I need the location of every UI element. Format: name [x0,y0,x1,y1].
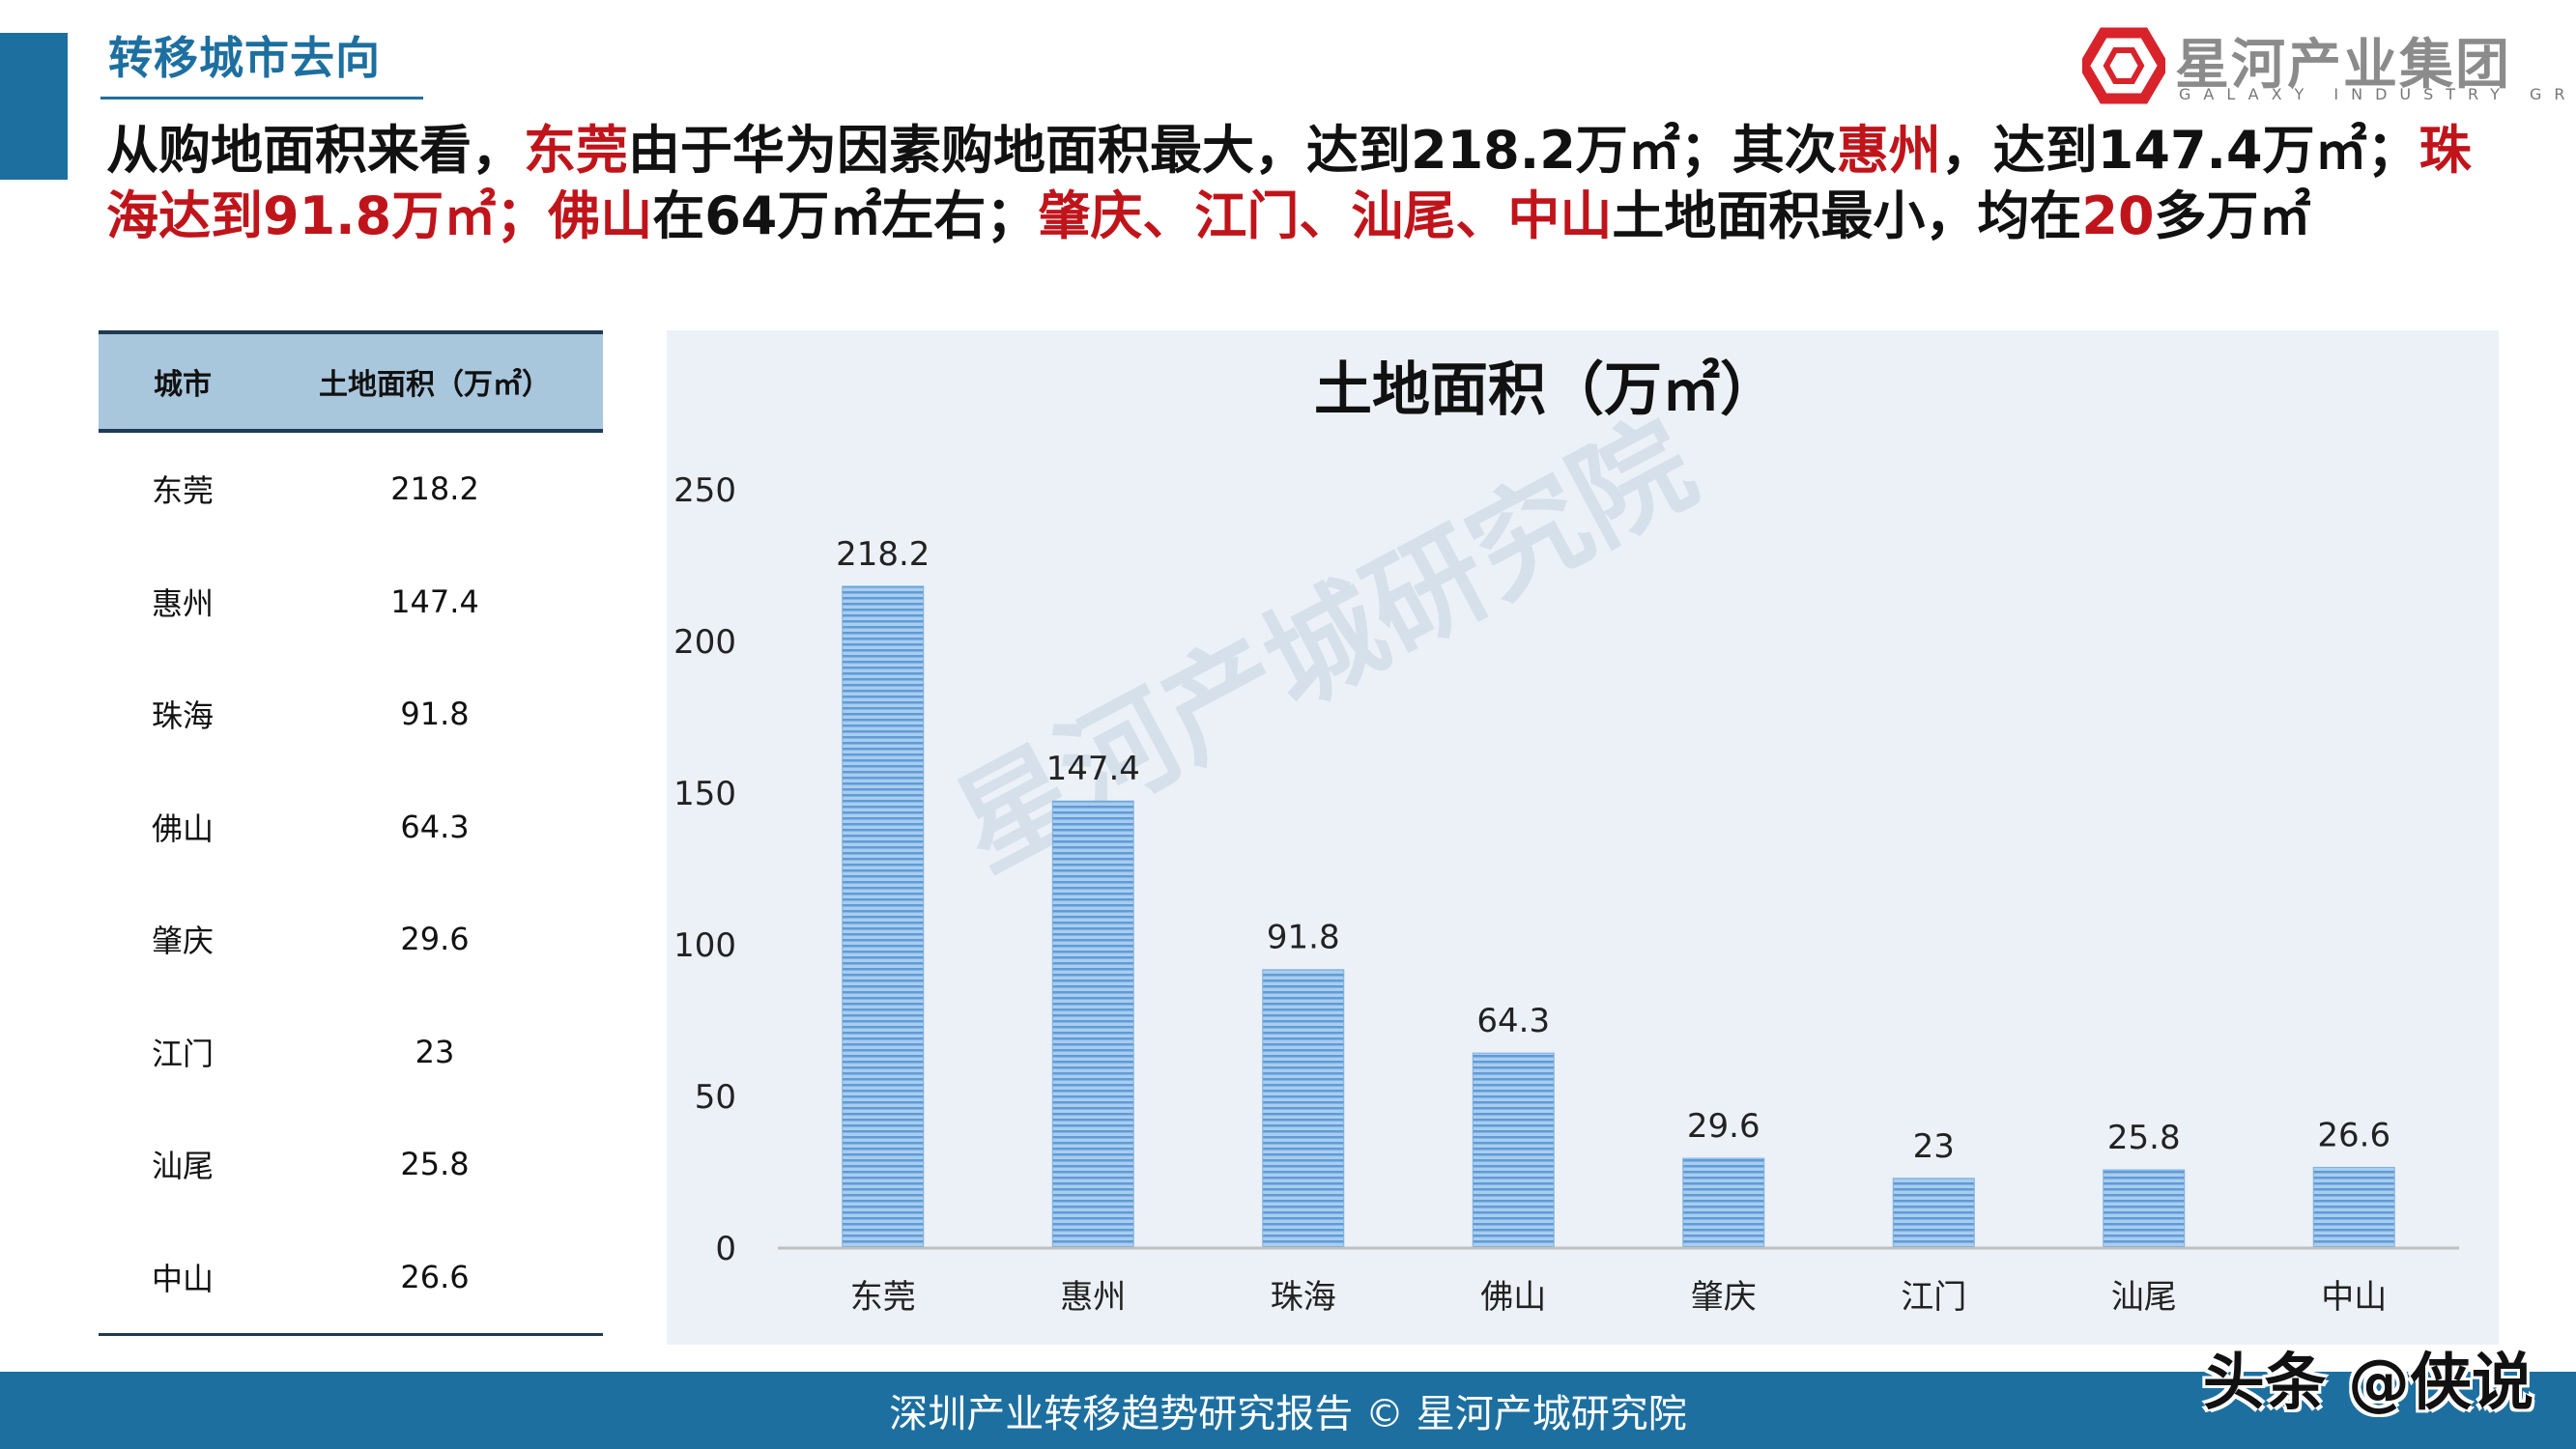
table-row: 肇庆 29.6 [99,883,603,996]
bar [2312,1166,2395,1249]
bar [1051,800,1134,1249]
table-bottom-rule [99,1333,603,1336]
table-cell-area: 147.4 [390,582,479,620]
headline-highlight: 肇庆、江门、汕尾、中山 [1038,185,1613,246]
title-underline [100,97,423,99]
y-tick-label: 200 [673,623,736,662]
table-cell-area: 25.8 [400,1146,470,1183]
bar [2103,1169,2186,1249]
bar-chart-panel: 星河产城研究院 土地面积（万㎡） 0 50 100 150 200 250 218.2 14… [667,330,2499,1345]
y-tick-label: 50 [695,1078,736,1117]
table-cell-city: 汕尾 [151,1148,214,1185]
x-tick-label: 惠州 [1060,1278,1126,1317]
x-tick-label: 珠海 [1271,1278,1336,1317]
table-cell-area: 218.2 [390,470,479,508]
x-tick-label: 东莞 [850,1278,916,1317]
data-label: 26.6 [2317,1116,2390,1154]
table-row: 惠州 147.4 [99,546,603,659]
table-cell-city: 佛山 [151,810,214,847]
chart-title: 土地面积（万㎡） [1314,356,1778,424]
bar [1682,1157,1765,1249]
y-axis: 0 50 100 150 200 250 [673,471,736,1268]
headline-text: 土地面积最小，均在 [1612,185,2082,246]
headline-text: 多万㎡ [2154,185,2311,246]
bar [1892,1178,1975,1249]
headline-highlight: 佛山 [548,185,653,246]
table-cell-city: 东莞 [151,472,214,510]
table-row: 佛山 64.3 [99,771,603,884]
table-cell-city: 肇庆 [151,923,214,960]
table-header-row: 城市 土地面积（万㎡） [99,330,603,433]
headline-text: ，达到147.4万㎡； [1940,120,2419,181]
y-tick-label: 100 [673,926,736,965]
table-row: 珠海 91.8 [99,658,603,771]
table-row: 江门 23 [99,996,603,1109]
data-label: 218.2 [836,535,930,574]
x-tick-label: 中山 [2321,1278,2387,1317]
table-header-city: 城市 [154,368,212,402]
table-cell-area: 26.6 [400,1258,470,1295]
table-header-area: 土地面积（万㎡） [319,368,551,402]
table-cell-area: 91.8 [400,696,470,733]
data-label: 64.3 [1476,1002,1550,1040]
y-tick-label: 250 [673,471,736,510]
footer-text: 深圳产业转移趋势研究报告 © 星河产城研究院 [889,1392,1687,1436]
logo-name-cn: 星河产业集团 [2175,34,2511,97]
data-label: 29.6 [1687,1107,1760,1146]
table-cell-area: 64.3 [400,808,470,845]
bar [842,585,925,1249]
headline-text: 由于华为因素购地面积最大，达到218.2万㎡；其次 [628,120,1837,181]
headline-text: 在64万㎡左右； [652,185,1039,246]
hexagon-logo-icon [2082,27,2165,104]
table-row: 汕尾 25.8 [99,1108,603,1221]
x-tick-label: 肇庆 [1691,1278,1757,1317]
bar [1262,969,1345,1249]
footer-bar: 深圳产业转移趋势研究报告 © 星河产城研究院 [0,1372,2576,1449]
x-tick-label: 江门 [1901,1278,1966,1317]
table-cell-area: 29.6 [400,921,470,958]
section-title: 转移城市去向 [108,32,381,84]
table-cell-city: 中山 [151,1260,214,1297]
bars-group: 218.2 147.4 91.8 64.3 29.6 23 25.8 26.6 [836,535,2395,1249]
headline-summary: 从购地面积来看，东莞由于华为因素购地面积最大，达到218.2万㎡；其次惠州，达到… [106,118,2483,249]
x-tick-label: 汕尾 [2111,1278,2177,1317]
y-tick-label: 0 [715,1230,736,1268]
headline-highlight: 东莞 [524,120,628,181]
table-cell-city: 珠海 [151,697,214,735]
data-label: 23 [1913,1127,1955,1166]
y-tick-label: 150 [673,775,736,813]
table-row: 中山 26.6 [99,1221,603,1334]
table-cell-city: 江门 [151,1035,214,1072]
table-row: 东莞 218.2 [99,433,603,546]
data-label: 147.4 [1046,750,1140,788]
bar [1472,1052,1555,1249]
x-tick-label: 佛山 [1480,1278,1546,1317]
company-logo: 星河产业集团 GALAXY INDUSTRY GROUP [2082,21,2576,108]
left-accent-bar [0,33,68,180]
table-cell-city: 惠州 [151,584,214,622]
headline-text: 从购地面积来看， [106,120,524,181]
x-axis: 东莞 惠州 珠海 佛山 肇庆 江门 汕尾 中山 [778,1246,2459,1317]
logo-name-en: GALAXY INDUSTRY GROUP [2179,85,2576,103]
headline-highlight: 惠州 [1836,120,1941,181]
land-area-table: 城市 土地面积（万㎡） 东莞 218.2 惠州 147.4 珠海 91.8 佛山 64.… [99,330,603,1336]
data-label: 25.8 [2107,1119,2181,1157]
headline-highlight: 达到91.8万㎡； [158,185,549,246]
data-label: 91.8 [1267,919,1340,957]
headline-highlight: 20 [2081,185,2155,246]
headline-highlight: 珠海 [106,120,2472,246]
table-cell-area: 23 [415,1033,455,1070]
source-watermark: 头条 @侠说 [2202,1348,2533,1419]
